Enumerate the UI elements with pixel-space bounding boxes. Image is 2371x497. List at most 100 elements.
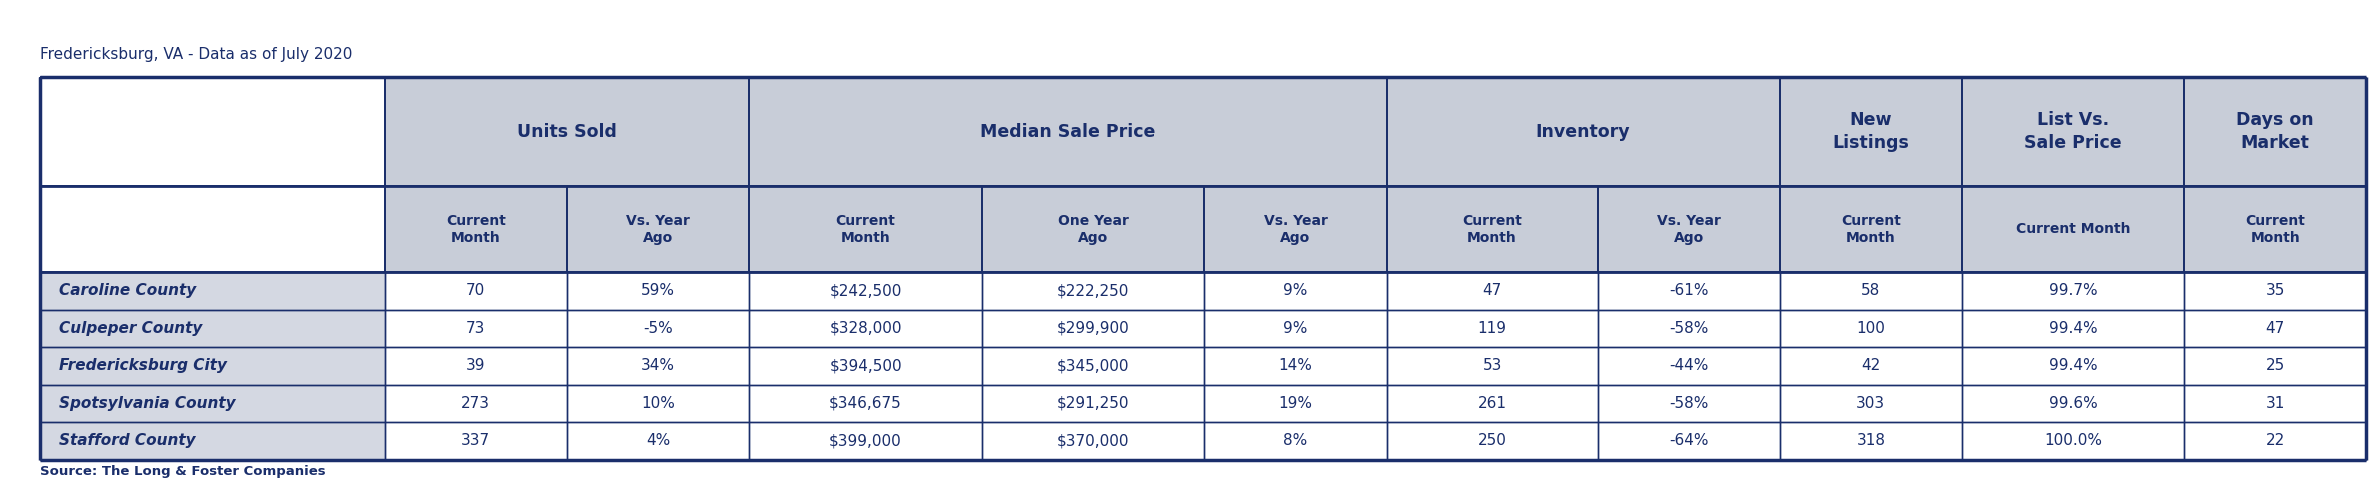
Text: 99.4%: 99.4%	[2049, 358, 2098, 373]
Bar	[567, 422, 749, 460]
Bar	[1781, 347, 1961, 385]
Text: Days on
Market: Days on Market	[2236, 111, 2314, 152]
Text: 9%: 9%	[1283, 321, 1309, 336]
Bar	[749, 385, 982, 422]
Text: Current
Month: Current Month	[2245, 214, 2305, 245]
Text: 273: 273	[462, 396, 491, 411]
Bar	[1961, 347, 2184, 385]
Text: $346,675: $346,675	[830, 396, 901, 411]
Text: -64%: -64%	[1669, 433, 1709, 448]
Text: $399,000: $399,000	[830, 433, 901, 448]
Bar	[1387, 77, 1781, 186]
Bar	[40, 347, 384, 385]
Bar	[1781, 310, 1961, 347]
Bar	[40, 385, 384, 422]
Text: 73: 73	[467, 321, 486, 336]
Bar	[1781, 272, 1961, 310]
Text: 22: 22	[2267, 433, 2286, 448]
Bar	[982, 310, 1204, 347]
Bar	[384, 310, 567, 347]
Bar	[749, 347, 982, 385]
Text: Spotsylvania County: Spotsylvania County	[59, 396, 235, 411]
Text: 47: 47	[2267, 321, 2286, 336]
Bar	[1204, 422, 1387, 460]
Bar	[982, 347, 1204, 385]
Text: 31: 31	[2264, 396, 2286, 411]
Text: 42: 42	[1861, 358, 1880, 373]
Bar	[1961, 310, 2184, 347]
Bar	[1204, 385, 1387, 422]
Text: 53: 53	[1482, 358, 1501, 373]
Bar	[1961, 385, 2184, 422]
Bar	[2184, 422, 2366, 460]
Text: 70: 70	[467, 283, 486, 299]
Text: 39: 39	[467, 358, 486, 373]
Text: 99.4%: 99.4%	[2049, 321, 2098, 336]
Bar	[40, 272, 384, 310]
Bar	[982, 422, 1204, 460]
Bar	[1387, 422, 1598, 460]
Text: 303: 303	[1856, 396, 1885, 411]
Bar	[982, 186, 1204, 272]
Bar	[1204, 272, 1387, 310]
Text: 59%: 59%	[640, 283, 676, 299]
Bar	[1598, 385, 1781, 422]
Text: 10%: 10%	[640, 396, 676, 411]
Bar	[2184, 310, 2366, 347]
Text: 250: 250	[1477, 433, 1506, 448]
Bar	[1781, 186, 1961, 272]
Text: 19%: 19%	[1278, 396, 1314, 411]
Bar	[2184, 186, 2366, 272]
Text: $345,000: $345,000	[1057, 358, 1129, 373]
Text: 4%: 4%	[645, 433, 671, 448]
Text: -44%: -44%	[1669, 358, 1709, 373]
Bar	[1961, 186, 2184, 272]
Bar	[567, 347, 749, 385]
Text: 100.0%: 100.0%	[2044, 433, 2103, 448]
Text: 100: 100	[1856, 321, 1885, 336]
Bar	[1204, 347, 1387, 385]
Bar	[567, 186, 749, 272]
Text: -61%: -61%	[1669, 283, 1709, 299]
Bar	[749, 272, 982, 310]
Bar	[40, 310, 384, 347]
Text: -58%: -58%	[1669, 396, 1709, 411]
Text: Current
Month: Current Month	[835, 214, 896, 245]
Text: Median Sale Price: Median Sale Price	[979, 123, 1155, 141]
Text: Vs. Year
Ago: Vs. Year Ago	[626, 214, 690, 245]
Bar	[749, 77, 1387, 186]
Text: 318: 318	[1856, 433, 1885, 448]
Text: Culpeper County: Culpeper County	[59, 321, 202, 336]
Text: List Vs.
Sale Price: List Vs. Sale Price	[2025, 111, 2122, 152]
Bar	[1961, 422, 2184, 460]
Text: 119: 119	[1477, 321, 1506, 336]
Text: Current
Month: Current Month	[1463, 214, 1522, 245]
Bar	[749, 422, 982, 460]
Bar	[384, 347, 567, 385]
Bar	[749, 310, 982, 347]
Text: Units Sold: Units Sold	[517, 123, 616, 141]
Text: $370,000: $370,000	[1057, 433, 1129, 448]
Bar	[1598, 347, 1781, 385]
Bar	[1598, 310, 1781, 347]
Bar	[40, 186, 384, 272]
Bar	[1598, 272, 1781, 310]
Text: New
Listings: New Listings	[1833, 111, 1909, 152]
Bar	[1387, 272, 1598, 310]
Bar	[567, 310, 749, 347]
Bar	[1387, 385, 1598, 422]
Text: 14%: 14%	[1278, 358, 1314, 373]
Bar	[384, 272, 567, 310]
Text: 99.6%: 99.6%	[2049, 396, 2098, 411]
Text: 337: 337	[462, 433, 491, 448]
Text: Current Month: Current Month	[2015, 222, 2129, 236]
Bar	[1781, 385, 1961, 422]
Text: 9%: 9%	[1283, 283, 1309, 299]
Text: Fredericksburg, VA - Data as of July 2020: Fredericksburg, VA - Data as of July 202…	[40, 47, 353, 62]
Bar	[1598, 186, 1781, 272]
Bar	[1961, 272, 2184, 310]
Text: Current
Month: Current Month	[1840, 214, 1902, 245]
Text: -58%: -58%	[1669, 321, 1709, 336]
Bar	[749, 186, 982, 272]
Text: 34%: 34%	[640, 358, 676, 373]
